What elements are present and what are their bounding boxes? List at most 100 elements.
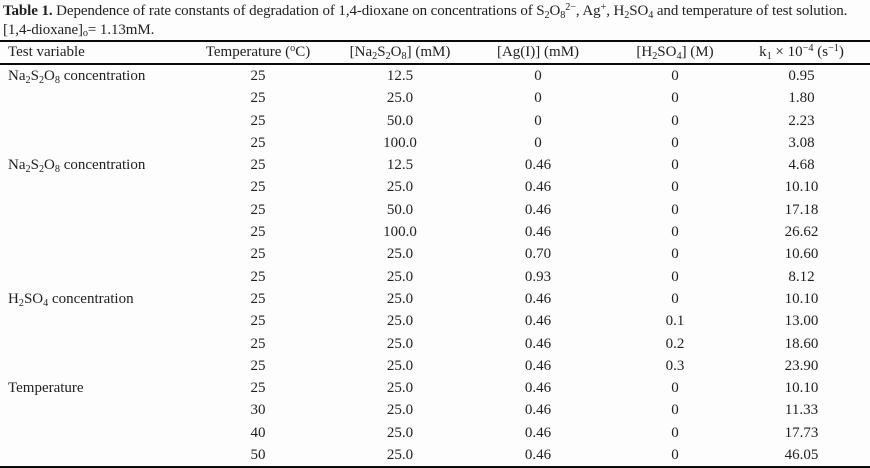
cell-na2s2o8: 12.5 [386,68,414,84]
caption-line-1: Table 1. Dependence of rate constants of… [3,2,848,21]
cell-ag: 0.46 [524,201,552,218]
cell-test-variable: Na2S2O8 concentration [8,157,146,176]
table-row: 25 50.0 0 0 2.23 [0,110,870,132]
cell-k1: 1.80 [788,90,815,107]
cell-test-variable: H2SO4 concentration [8,290,134,309]
table-row: 25 25.0 0.46 0.3 23.90 [0,355,870,377]
cell-na2s2o8: 25.0 [386,179,414,196]
cell-test-variable: Na2S2O8 concentration [8,68,146,86]
cell-temperature: 30 [250,402,266,419]
cell-test-variable [0,333,175,355]
cell-ag: 0.46 [524,402,552,419]
table-row: 25 25.0 0.46 0 10.10 [0,176,870,198]
cell-test-variable [0,399,175,421]
table-row: Temperature 25 25.0 0.46 0 10.10 [0,377,870,399]
table-row: Na2S2O8 concentration 25 12.5 0.46 0 4.68 [0,154,870,176]
cell-h2so4: 0.2 [665,335,685,352]
cell-na2s2o8: 25.0 [386,335,414,352]
table-body: Na2S2O8 concentration 25 12.5 0 0 0.95 25 25.0 0… [0,64,870,467]
table-row: Na2S2O8 concentration 25 12.5 0 0 0.95 [0,64,870,87]
cell-k1: 10.10 [784,290,819,307]
cell-ag: 0.46 [524,179,552,196]
cell-temperature: 40 [250,424,266,441]
cell-ag: 0.93 [524,268,552,285]
cell-temperature: 25 [250,246,266,263]
cell-h2so4: 0.3 [665,357,685,374]
cell-test-variable [0,132,175,154]
data-table: Test variable Temperature (oC) [Na2S2O8]… [0,40,870,468]
cell-temperature: 25 [250,335,266,352]
column-header-na2s2o8: [Na2S2O8] (mM) [349,44,451,62]
cell-k1: 18.60 [784,335,819,352]
cell-na2s2o8: 25.0 [386,357,414,374]
cell-test-variable [0,110,175,132]
cell-test-variable [0,87,175,109]
table-row: 25 25.0 0.46 0.2 18.60 [0,333,870,355]
cell-na2s2o8: 25.0 [386,246,414,263]
table-caption: Table 1. Dependence of rate constants of… [0,0,870,39]
cell-k1: 10.60 [784,246,819,263]
cell-na2s2o8: 25.0 [386,290,414,307]
cell-h2so4: 0 [671,68,679,84]
table-row: 40 25.0 0.46 0 17.73 [0,422,870,444]
cell-k1: 10.10 [784,179,819,196]
cell-ag: 0.46 [524,447,552,464]
cell-ag: 0.46 [524,157,552,174]
header-row: Test variable Temperature (oC) [Na2S2O8]… [0,41,870,64]
cell-k1: 13.00 [784,313,819,330]
cell-h2so4: 0 [671,90,679,107]
cell-test-variable [0,310,175,332]
cell-k1: 23.90 [784,357,819,374]
cell-k1: 46.05 [784,447,819,464]
cell-k1: 8.12 [788,268,815,285]
cell-na2s2o8: 25.0 [386,424,414,441]
cell-test-variable [0,243,175,265]
cell-h2so4: 0 [671,201,679,218]
cell-ag: 0 [534,134,542,151]
cell-k1: 11.33 [784,402,819,419]
cell-test-variable [0,266,175,288]
table-row: 25 50.0 0.46 0 17.18 [0,199,870,221]
cell-test-variable [0,422,175,444]
cell-h2so4: 0 [671,380,679,397]
cell-k1: 17.73 [784,424,819,441]
cell-ag: 0.46 [524,380,552,397]
cell-na2s2o8: 50.0 [386,201,414,218]
column-header-temperature: Temperature (oC) [205,43,311,60]
cell-k1: 17.18 [784,201,819,218]
cell-test-variable [0,221,175,243]
cell-k1: 2.23 [788,112,815,129]
cell-ag: 0.46 [524,357,552,374]
table-row: H2SO4 concentration 25 25.0 0.46 0 10.10 [0,288,870,310]
cell-h2so4: 0 [671,268,679,285]
cell-ag: 0.46 [524,424,552,441]
cell-na2s2o8: 25.0 [386,447,414,464]
cell-na2s2o8: 50.0 [386,112,414,129]
cell-test-variable: Temperature [8,380,84,397]
table-row: 25 25.0 0.93 0 8.12 [0,266,870,288]
cell-temperature: 25 [250,112,266,129]
table-row: 25 25.0 0 0 1.80 [0,87,870,109]
cell-na2s2o8: 12.5 [386,157,414,174]
cell-test-variable [0,176,175,198]
cell-na2s2o8: 100.0 [383,224,417,241]
cell-temperature: 25 [250,179,266,196]
cell-ag: 0.46 [524,224,552,241]
cell-na2s2o8: 25.0 [386,380,414,397]
cell-temperature: 25 [250,68,266,84]
cell-na2s2o8: 25.0 [386,90,414,107]
cell-ag: 0.46 [524,290,552,307]
cell-temperature: 25 [250,268,266,285]
table-row: 50 25.0 0.46 0 46.05 [0,444,870,467]
table-row: 30 25.0 0.46 0 11.33 [0,399,870,421]
cell-temperature: 25 [250,224,266,241]
table-row: 25 100.0 0.46 0 26.62 [0,221,870,243]
cell-ag: 0 [534,112,542,129]
cell-test-variable [0,355,175,377]
column-header-test-variable: Test variable [8,44,85,60]
column-header-h2so4: [H2SO4] (M) [636,44,714,62]
cell-h2so4: 0 [671,424,679,441]
cell-k1: 10.10 [784,380,819,397]
cell-na2s2o8: 100.0 [383,134,417,151]
